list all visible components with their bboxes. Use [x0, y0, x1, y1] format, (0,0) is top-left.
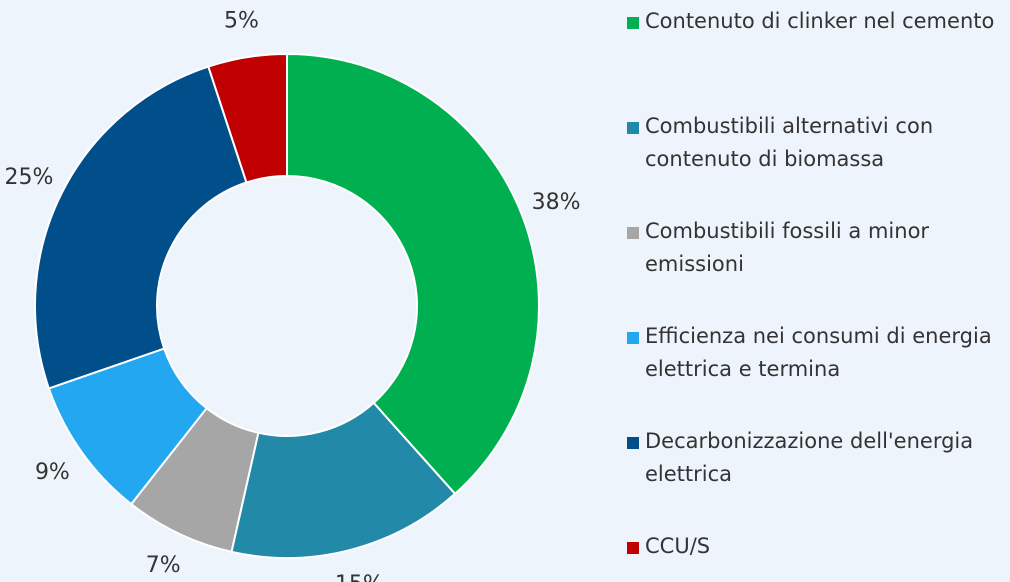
legend-swatch [627, 17, 639, 29]
donut: 38% 15% 7% 9% 25% 5% [5, 9, 581, 582]
legend-item: Efficienza nei consumi di energia elettr… [627, 320, 1007, 386]
legend-item: Decarbonizzazione dell'energia elettrica [627, 425, 1007, 491]
legend-swatch [627, 332, 639, 344]
data-label: 38% [532, 190, 581, 215]
legend-label: Decarbonizzazione dell'energia elettrica [645, 429, 974, 486]
slice [230, 401, 457, 559]
legend-label: Combustibili alternativi con contenuto d… [645, 114, 934, 171]
legend-swatch [627, 542, 639, 554]
data-label: 7% [146, 553, 181, 578]
data-label: 15% [335, 572, 384, 582]
slice [34, 65, 248, 390]
data-label: 25% [5, 165, 54, 190]
legend-item: Contenuto di clinker nel cemento [627, 5, 1007, 38]
legend-item: CCU/S [627, 530, 1007, 563]
legend-swatch [627, 122, 639, 134]
legend-item: Combustibili alternativi con contenuto d… [627, 110, 1007, 176]
legend-label: Efficienza nei consumi di energia elettr… [645, 324, 992, 381]
slice [207, 52, 288, 184]
slice [286, 52, 540, 496]
legend-item: Combustibili fossili a minor emissioni [627, 215, 1007, 281]
legend-label: CCU/S [645, 534, 711, 558]
legend-label: Contenuto di clinker nel cemento [645, 9, 995, 33]
data-label: 9% [35, 460, 70, 485]
data-label: 5% [224, 9, 259, 34]
legend-swatch [627, 227, 639, 239]
legend-label: Combustibili fossili a minor emissioni [645, 219, 930, 276]
legend-swatch [627, 437, 639, 449]
